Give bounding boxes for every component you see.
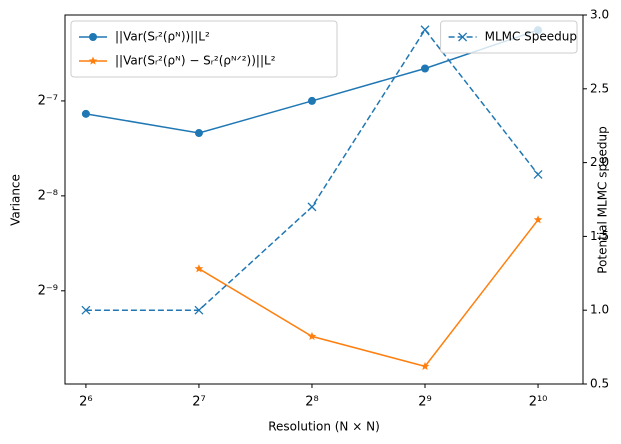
x-axis-label: Resolution (N × N)	[268, 420, 380, 434]
legend-box	[440, 20, 578, 54]
y2-tick-label: 0.5	[590, 377, 609, 391]
marker	[533, 169, 543, 179]
y2-axis-label: Potential MLMC speedup	[596, 126, 610, 273]
marker	[307, 202, 317, 212]
marker	[194, 129, 203, 138]
x-tick-label: 2¹⁰	[529, 395, 548, 410]
legend-box	[70, 20, 338, 78]
marker	[420, 361, 430, 370]
marker	[88, 56, 98, 65]
marker	[89, 33, 97, 41]
legend: ||Var(Sᵣ²(ρᴺ))||L² ||Var(Sᵣ²(ρᴺ) − Sᵣ²(ρᴺ…	[70, 20, 338, 78]
plot-frame	[64, 14, 584, 385]
x-tick-label: 2⁸	[305, 395, 318, 410]
marker	[81, 305, 91, 315]
y-axis-label: Variance	[9, 174, 23, 226]
x-tick-label: 2⁷	[192, 395, 205, 410]
legend-label: ||Var(Sᵣ²(ρᴺ) − Sᵣ²(ρᴺᐟ²))||L²	[115, 54, 276, 68]
y2-tick-label: 1.0	[590, 303, 609, 317]
y2-tick-label: 2.0	[590, 155, 609, 169]
marker	[420, 25, 430, 35]
y2-tick-label: 2.5	[590, 81, 609, 95]
marker	[194, 264, 204, 273]
series-line	[198, 219, 539, 368]
y2-tick-label: 3.0	[590, 8, 609, 22]
marker	[307, 331, 317, 341]
marker	[458, 32, 468, 42]
marker	[307, 96, 316, 105]
x-tick-label: 2⁶	[79, 395, 92, 410]
legend-label: MLMC Speedup	[485, 30, 577, 44]
legend: MLMC Speedup	[440, 20, 578, 54]
marker	[81, 109, 90, 118]
marker	[194, 305, 204, 315]
y-tick-label: 2⁻⁸	[38, 188, 58, 203]
legend-label: ||Var(Sᵣ²(ρᴺ))||L²	[115, 30, 210, 44]
marker	[421, 64, 430, 73]
y2-tick-label: 1.5	[590, 229, 609, 243]
marker	[533, 215, 543, 224]
y-tick-label: 2⁻⁷	[38, 93, 58, 108]
y-tick-label: 2⁻⁹	[38, 283, 58, 298]
x-tick-label: 2⁹	[418, 395, 431, 410]
